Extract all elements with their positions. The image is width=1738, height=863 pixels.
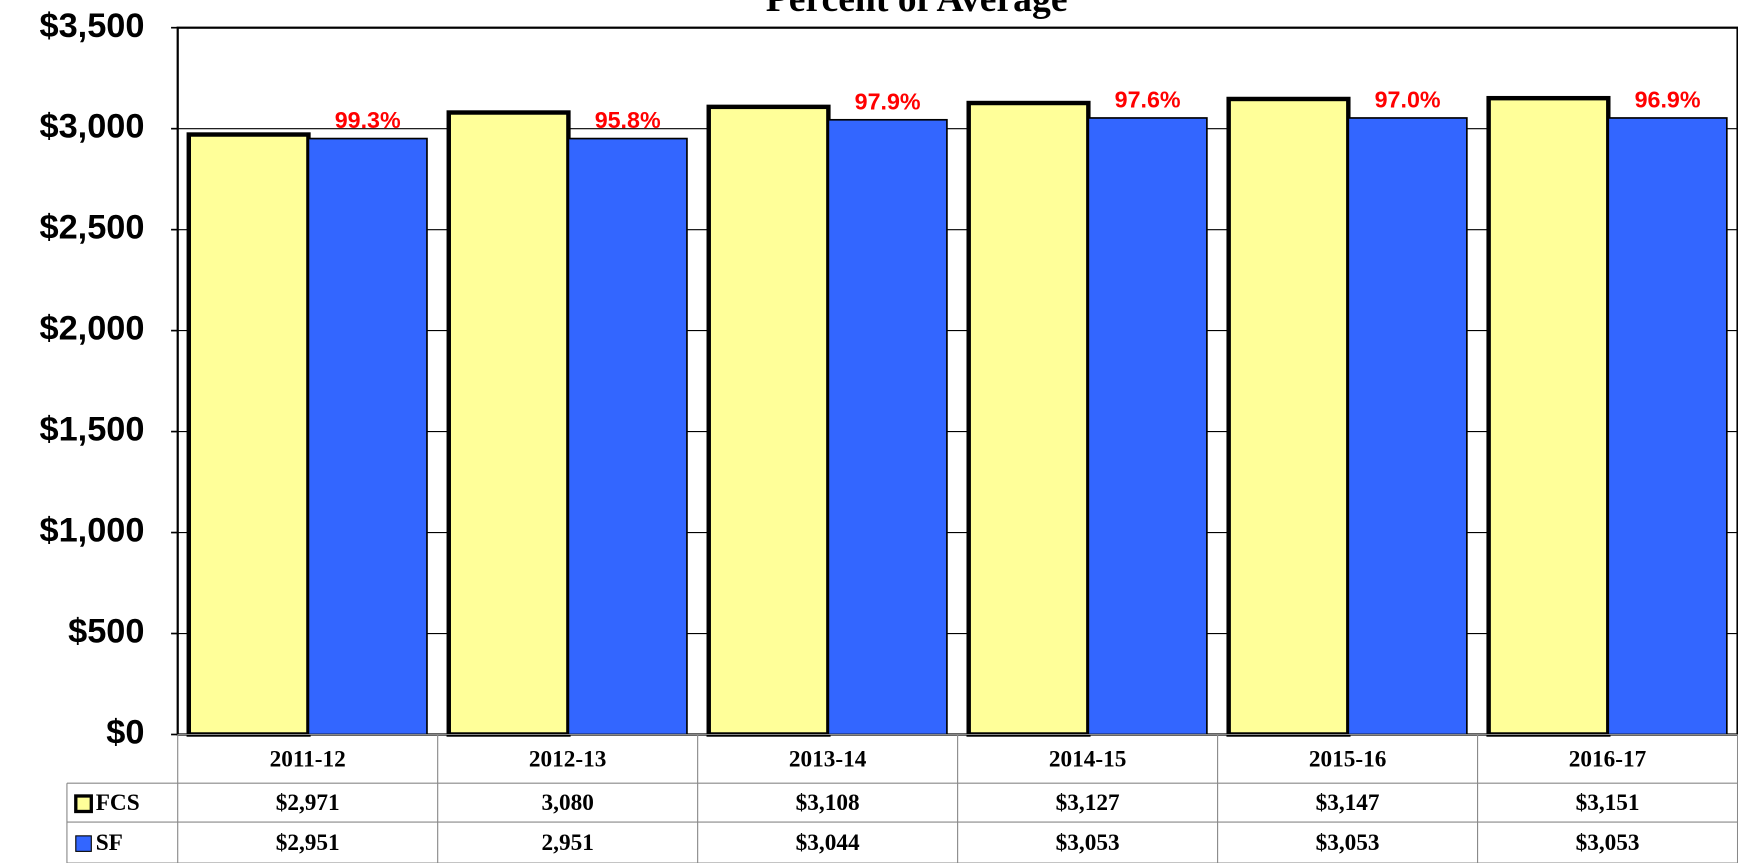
table-value: $3,053 xyxy=(1576,830,1640,856)
legend-label: FCS xyxy=(96,790,140,816)
y-tick-label: $3,500 xyxy=(39,7,144,45)
table-value: 3,080 xyxy=(542,790,594,816)
y-tick-label: $1,000 xyxy=(39,512,144,550)
bar xyxy=(1087,117,1208,736)
percent-label: 99.3% xyxy=(335,107,401,133)
x-tick-label: 2013-14 xyxy=(789,746,867,772)
table-value: $3,044 xyxy=(796,830,860,856)
bar xyxy=(1226,96,1351,737)
bar xyxy=(446,110,571,737)
bar xyxy=(706,104,831,737)
x-tick-label: 2016-17 xyxy=(1569,746,1647,772)
bar xyxy=(307,137,428,736)
bar xyxy=(966,100,1091,737)
table-value: $3,108 xyxy=(796,790,860,816)
y-tick-label: $500 xyxy=(68,613,144,651)
x-tick-label: 2011-12 xyxy=(270,746,346,772)
percent-label: 97.9% xyxy=(855,88,921,114)
legend-swatch xyxy=(74,794,93,814)
x-tick-label: 2015-16 xyxy=(1309,746,1387,772)
legend-swatch xyxy=(75,835,92,852)
y-tick-label: $1,500 xyxy=(39,411,144,449)
x-tick-label: 2014-15 xyxy=(1049,746,1127,772)
table-value: $3,053 xyxy=(1316,830,1380,856)
y-tick-label: $2,500 xyxy=(39,209,144,247)
bar xyxy=(827,118,948,736)
x-tick-label: 2012-13 xyxy=(529,746,607,772)
table-value: 2,951 xyxy=(542,830,594,856)
table-value: $2,951 xyxy=(276,830,340,856)
bar xyxy=(1607,117,1728,736)
bar xyxy=(1347,117,1468,736)
y-tick-label: $2,000 xyxy=(39,310,144,348)
percent-label: 95.8% xyxy=(595,107,661,133)
bar xyxy=(1486,95,1611,737)
y-tick-label: $3,000 xyxy=(39,108,144,146)
y-tick-label: $0 xyxy=(106,714,144,752)
bar xyxy=(186,132,311,737)
table-value: $3,151 xyxy=(1576,790,1640,816)
legend-label: SF xyxy=(96,830,123,856)
bar xyxy=(567,137,688,736)
table-value: $2,971 xyxy=(276,790,340,816)
table-value: $3,127 xyxy=(1056,790,1120,816)
percent-label: 97.0% xyxy=(1375,86,1441,112)
table-value: $3,147 xyxy=(1316,790,1380,816)
chart-title: Percent of Average xyxy=(766,0,1068,20)
table-value: $3,053 xyxy=(1056,830,1120,856)
percent-label: 96.9% xyxy=(1635,86,1701,112)
percent-label: 97.6% xyxy=(1115,86,1181,112)
